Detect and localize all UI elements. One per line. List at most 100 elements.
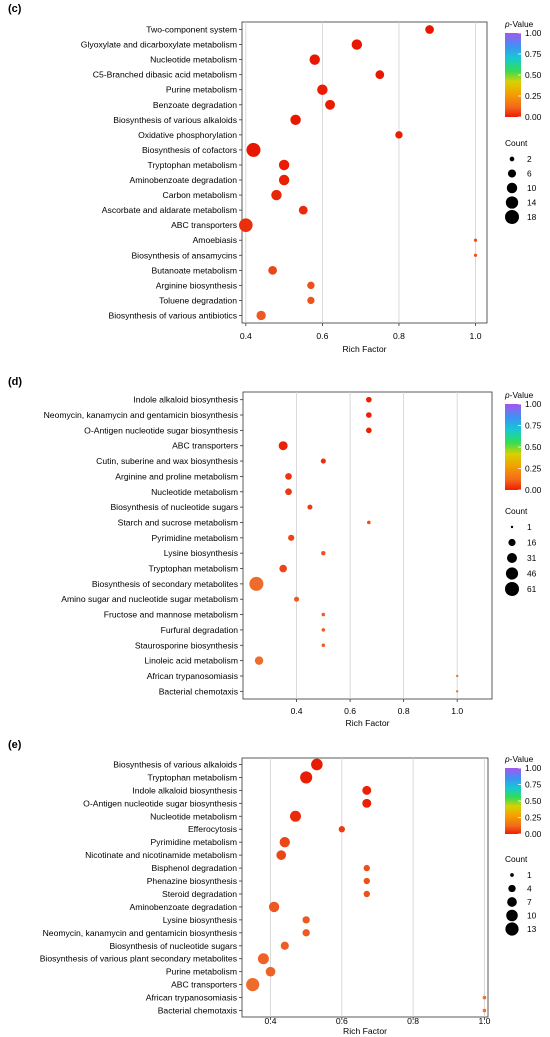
data-point[interactable] [482,1008,487,1013]
data-point[interactable] [375,70,385,80]
data-point[interactable] [268,265,277,275]
data-point[interactable] [256,310,266,321]
category-label: Furfural degradation [161,625,239,635]
data-point[interactable] [455,690,459,693]
category-label: Phenazine biosynthesis [147,876,237,886]
data-point[interactable] [249,576,264,591]
count-legend-dot [509,156,515,162]
data-point[interactable] [298,205,308,215]
data-point[interactable] [367,520,371,525]
p-value-colorbar [505,404,521,490]
category-label: Biosynthesis of ansamycins [131,250,237,260]
data-point[interactable] [309,54,320,65]
colorbar-tick-label: 1.00 [525,28,542,38]
category-label: Indole alkaloid biosynthesis [132,785,237,795]
category-label: Tryptophan metabolism [148,160,237,170]
data-point[interactable] [363,890,370,898]
count-legend-label: 46 [527,569,537,579]
data-point[interactable] [289,810,301,822]
data-point[interactable] [320,458,326,464]
category-label: Toluene degradation [159,295,237,305]
count-legend-label: 16 [527,538,537,548]
data-point[interactable] [285,488,292,496]
data-point[interactable] [302,929,310,937]
category-label: Cutin, suberine and wax biosynthesis [96,456,238,466]
data-point[interactable] [321,628,326,632]
colorbar-tick-label: 1.00 [525,399,542,409]
data-point[interactable] [307,296,315,305]
category-label: Pyrimidine metabolism [152,533,238,543]
data-point[interactable] [321,643,326,648]
category-label: Biosynthesis of various alkaloids [113,759,237,769]
data-point[interactable] [246,142,261,157]
count-legend-dot [507,169,517,178]
category-label: Neomycin, kanamycin and gentamicin biosy… [44,410,238,420]
data-point[interactable] [239,218,253,232]
data-point[interactable] [325,99,335,110]
category-label: Steroid degradation [162,889,237,899]
data-point[interactable] [321,612,326,617]
data-point[interactable] [363,864,370,872]
data-point[interactable] [265,966,276,977]
data-point[interactable] [257,953,269,965]
count-legend-label: 7 [527,897,532,907]
data-point[interactable] [321,550,326,556]
count-legend-dot [505,567,519,580]
data-point[interactable] [246,978,260,992]
data-point[interactable] [366,427,372,434]
data-point[interactable] [307,504,313,510]
data-point[interactable] [294,596,300,602]
category-label: Neomycin, kanamycin and gentamicin biosy… [43,928,237,938]
data-point[interactable] [279,564,287,573]
category-label: Lysine biosynthesis [164,548,238,558]
category-label: African trypanosomiasis [146,993,237,1003]
x-axis-title: Rich Factor [346,718,390,728]
category-label: Starch and sucrose metabolism [118,517,238,527]
count-legend-dot [505,582,519,596]
data-point[interactable] [455,674,459,678]
data-point[interactable] [366,396,372,403]
data-point[interactable] [362,798,372,808]
data-point[interactable] [276,850,287,860]
data-point[interactable] [311,758,323,771]
category-label: Biosynthesis of nucleotide sugars [109,941,237,951]
data-point[interactable] [302,916,310,924]
data-point[interactable] [366,412,372,418]
data-point[interactable] [482,995,487,1000]
data-point[interactable] [351,39,363,50]
data-point[interactable] [278,159,290,171]
category-label: Oxidative phosphorylation [138,130,237,140]
category-label: Purine metabolism [166,967,237,977]
data-point[interactable] [425,25,434,34]
category-label: Glyoxylate and dicarboxylate metabolism [81,40,237,50]
panel-e: (e) 0.4 0.6 0.8 1.0 Rich Factor Biosynthesis o… [8,739,542,1036]
p-value-colorbar [505,33,521,117]
data-point[interactable] [279,836,290,848]
data-point[interactable] [278,441,288,451]
category-label: Lysine biosynthesis [163,915,237,925]
category-label: Aminobenzoate degradation [129,175,237,185]
data-point[interactable] [300,771,313,784]
data-point[interactable] [338,826,345,833]
x-tick-label: 0.8 [393,331,405,341]
data-point[interactable] [268,901,280,913]
data-point[interactable] [473,238,478,242]
data-point[interactable] [317,84,328,95]
data-point[interactable] [363,877,370,885]
colorbar-tick-label: 1.00 [525,763,542,773]
data-point[interactable] [307,281,315,290]
data-point[interactable] [285,473,292,480]
data-point[interactable] [254,656,264,665]
data-point[interactable] [278,174,290,186]
p-value-legend-title: p-Value [504,19,534,29]
data-point[interactable] [395,131,403,139]
data-point[interactable] [362,785,372,795]
data-point[interactable] [290,114,301,126]
plot-frame [241,21,488,324]
data-point[interactable] [271,189,282,201]
data-point[interactable] [473,253,478,257]
data-point[interactable] [280,941,289,950]
category-label: Tryptophan metabolism [149,564,238,574]
count-legend-title: Count [505,854,528,864]
data-point[interactable] [288,534,295,541]
